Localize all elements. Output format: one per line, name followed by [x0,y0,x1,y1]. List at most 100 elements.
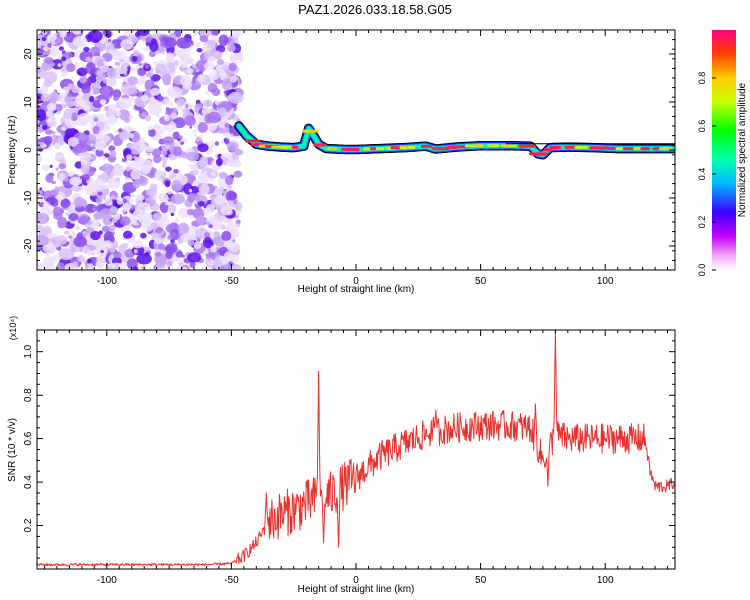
spectrogram-noise-blob [96,69,103,76]
spectrogram-noise-blob [164,180,171,188]
spectrogram-noise-blob [94,221,99,227]
spectrogram-noise-blob [83,46,90,52]
spectrogram-noise-blob [180,141,185,145]
spectrogram-noise-blob [43,79,53,87]
spectrogram-noise-blob [165,52,175,63]
spectrogram-noise-blob [43,136,53,145]
spectrogram-noise-blob [55,167,59,172]
spectrogram-noise-blob [182,138,188,143]
spectrogram-noise-blob [154,169,164,181]
spectrogram-noise-blob [110,194,116,200]
spectrogram-noise-blob [204,232,211,238]
spectrogram-noise-blob [56,110,61,115]
spectrogram-noise-blob [172,146,183,157]
spectrogram-noise-blob [69,176,82,186]
spectrogram-noise-blob [76,226,80,230]
spectrogram-noise-blob [103,184,110,190]
spectrogram-noise-blob [194,30,199,34]
spectrogram-noise-blob [39,187,43,191]
spectrogram-noise-blob [221,78,233,91]
spectrogram-noise-blob [60,126,67,131]
spectrogram-noise-blob [169,222,180,232]
spectrogram-noise-blob [183,115,196,126]
spectrogram-noise-blob [77,254,85,263]
spectrogram-noise-blob [168,65,176,74]
spectrogram-noise-blob [147,104,163,116]
colorbar-tick-label: 0.2 [697,216,707,229]
spectrogram-noise-blob [82,248,86,253]
spectrogram-noise-blob [170,239,175,244]
spectrogram-noise-blob [103,240,112,248]
spectrogram-noise-blob [82,78,88,83]
spectrogram-noise-blob [37,234,50,246]
chart-title: PAZ1.2026.033.18.58.G05 [298,2,452,17]
spectrogram-xtick-label: 0 [353,276,359,287]
spectrogram-noise-blob [214,185,218,189]
spectrogram-noise-blob [58,173,66,181]
spectrogram-noise-blob [172,107,178,114]
colorbar-tick-label: 0.6 [697,120,707,133]
spectrogram-noise-blob [168,170,173,175]
spectrogram-noise-blob [224,138,230,145]
spectrogram-noise-blob [218,172,228,179]
spectrogram-noise-blob [50,189,60,196]
spectrogram-noise-blob [46,252,51,256]
spectrogram-noise-blob [84,265,89,269]
spectrogram-noise-blob [226,241,241,253]
spectrogram-noise-blob [90,143,94,147]
spectrogram-noise-blob [37,197,44,203]
spectrogram-noise-blob [82,104,91,112]
spectrogram-noise-blob [156,95,164,102]
spectrogram-noise-blob [224,122,230,128]
spectrogram-noise-blob [232,159,242,168]
spectrogram-noise-blob [150,222,159,230]
spectrogram-noise-blob [236,223,241,227]
spectrogram-noise-blob [157,192,169,202]
spectrogram-noise-blob [193,33,197,37]
spectrogram-ytick-label: -20 [23,238,34,253]
spectrogram-noise-blob [38,99,43,104]
spectrogram-noise-blob [58,46,64,51]
spectrogram-noise-blob [158,146,162,150]
spectrogram-noise-blob [116,65,128,75]
spectrogram-noise-blob [102,65,108,70]
spectrogram-noise-blob [93,83,99,87]
spectrogram-noise-blob [85,263,95,270]
spectrogram-noise-blob [106,103,118,116]
spectrogram-noise-blob [41,164,50,172]
spectrogram-noise-blob [156,46,165,53]
spectrogram-noise-blob [198,156,209,168]
spectrogram-noise-blob [119,101,128,107]
spectrogram-noise-blob [46,33,57,42]
spectrogram-noise-blob [217,58,224,66]
spectrogram-noise-blob [195,41,202,48]
spectrogram-noise-blob [133,249,138,254]
spectrogram-noise-blob [162,73,172,85]
spectrogram-noise-blob [40,84,49,94]
spectrogram-noise-blob [229,254,239,264]
spectrogram-noise-blob [132,180,141,189]
spectrogram-noise-blob [177,207,190,218]
spectrogram-noise-blob [158,243,166,250]
spectrogram-noise-blob [119,216,131,226]
snr-xlabel: Height of straight line (km) [298,584,415,595]
spectrogram-noise-blob [234,202,243,211]
spectrogram-noise-blob [221,230,232,241]
spectrogram-noise-blob [140,265,145,270]
colorbar-tick-label: 0.8 [697,72,707,85]
spectrogram-xtick-label: 50 [475,276,487,287]
spectrogram-noise-blob [133,172,138,177]
spectrogram-noise-blob [113,165,124,177]
spectrogram-noise-blob [226,221,238,233]
spectrogram-noise-blob [107,155,117,163]
spectrogram-noise-blob [163,37,177,48]
spectrogram-noise-blob [176,98,186,107]
spectrogram-noise-blob [203,62,215,71]
spectrogram-noise-blob [92,148,96,152]
spectrogram-noise-blob [56,262,65,270]
spectrogram-noise-blob [214,141,219,146]
snr-xtick-label: 100 [597,575,614,586]
spectrogram-noise-blob [226,141,239,152]
spectrogram-noise-blob [75,142,89,153]
spectrogram-noise-blob [196,215,205,226]
